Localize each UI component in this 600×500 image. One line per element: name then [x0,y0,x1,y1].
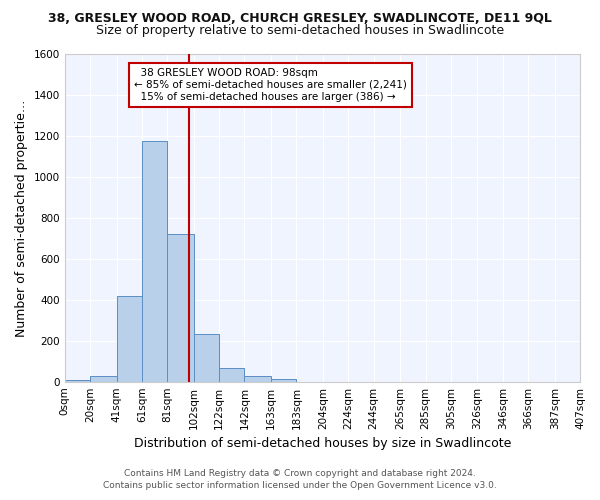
Bar [65,380,90,382]
Bar [142,141,167,382]
Bar [116,296,142,382]
Y-axis label: Number of semi-detached propertie…: Number of semi-detached propertie… [15,99,28,336]
Bar [194,334,219,382]
Text: Size of property relative to semi-detached houses in Swadlincote: Size of property relative to semi-detach… [96,24,504,37]
Bar [219,368,244,382]
Bar [244,376,271,382]
Bar [167,234,194,382]
X-axis label: Distribution of semi-detached houses by size in Swadlincote: Distribution of semi-detached houses by … [134,437,511,450]
Bar [90,376,116,382]
Bar [271,379,296,382]
Text: 38 GRESLEY WOOD ROAD: 98sqm
← 85% of semi-detached houses are smaller (2,241)
  : 38 GRESLEY WOOD ROAD: 98sqm ← 85% of sem… [134,68,407,102]
Text: Contains HM Land Registry data © Crown copyright and database right 2024.
Contai: Contains HM Land Registry data © Crown c… [103,468,497,490]
Text: 38, GRESLEY WOOD ROAD, CHURCH GRESLEY, SWADLINCOTE, DE11 9QL: 38, GRESLEY WOOD ROAD, CHURCH GRESLEY, S… [48,12,552,26]
